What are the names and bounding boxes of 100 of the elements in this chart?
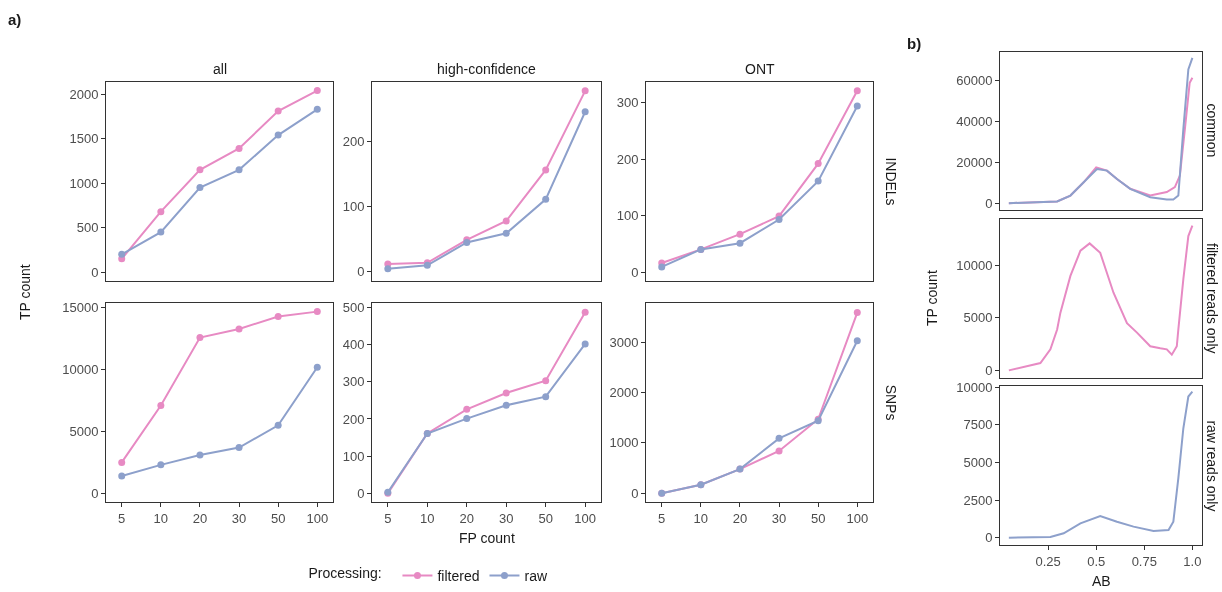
point [118,250,126,258]
point [502,229,510,237]
point [313,308,321,316]
y-tick-label: 1000 [609,435,639,451]
point [196,451,204,459]
x-tick-label: 10 [153,510,169,526]
chart-title: ONT [745,61,775,77]
point [542,195,550,203]
y-tick-label: 0 [91,264,99,280]
y-tick-label: 0 [91,485,99,501]
point [196,184,204,192]
x-tick-label: 30 [231,510,247,526]
y-tick-label: 100 [342,199,365,215]
point [775,434,783,442]
x-tick-label: 10 [693,510,709,526]
text: common [1203,103,1220,158]
x-tick-label: 5 [118,510,126,526]
x-tick-label: 0.75 [1131,553,1157,569]
point [853,309,861,317]
y-tick-label: 1500 [69,131,99,147]
y-tick-label: 500 [342,299,365,315]
x-tick-label: 0.25 [1035,553,1061,569]
x-tick-label: 100 [574,510,597,526]
x-axis-title: AB [1092,573,1111,589]
x-tick-label: 30 [499,510,514,526]
point [581,308,589,316]
point [118,472,126,480]
point [581,340,589,348]
y-tick-label: 3000 [609,334,639,350]
y-tick-label: 300 [342,374,365,390]
point [157,228,165,236]
point [502,389,510,397]
point [313,87,321,95]
y-tick-label: 0 [357,264,365,280]
point [581,87,589,95]
text: raw reads only [1204,420,1221,512]
x-tick-label: 5 [384,510,392,526]
x-tick-label: 0.5 [1087,553,1106,569]
point [502,401,510,409]
point [736,230,744,238]
point [235,325,243,333]
y-tick-label: 60000 [956,73,993,88]
point [581,108,589,116]
text: a) [8,11,22,28]
y-tick-label: 2000 [609,385,639,401]
y-tick-label: 100 [616,208,639,224]
y-tick-label: 0 [985,362,993,378]
point [775,447,783,455]
y-tick-label: 400 [342,337,365,353]
y-tick-label: 0 [631,485,639,501]
legend-label: filtered [437,568,480,585]
point [274,313,282,321]
point [542,393,550,401]
x-tick-label: 30 [771,510,787,526]
y-tick-label: 10000 [956,379,993,395]
y-tick-label: 500 [76,220,99,236]
x-tick-label: 5 [658,510,666,526]
point [196,166,204,174]
point [157,461,165,469]
x-tick-label: 50 [810,510,826,526]
x-tick-label: 10 [420,510,435,526]
y-tick-label: 15000 [62,300,99,316]
point [384,265,392,273]
y-tick-label: 200 [342,411,365,427]
x-tick-label: 1.0 [1183,553,1202,569]
x-tick-label: 50 [270,510,286,526]
point [235,166,243,174]
text: b) [907,35,922,52]
point [313,363,321,371]
point [313,105,321,113]
point [736,239,744,247]
text: SNPs [882,384,899,421]
line-series [1007,390,1194,539]
y-tick-label: 10000 [62,362,99,378]
point [274,131,282,139]
y-axis-title: TP count [16,264,33,321]
y-tick-label: 1000 [69,175,99,191]
y-tick-label: 0 [985,530,993,546]
y-tick-label: 5000 [69,424,99,440]
point [235,144,243,152]
y-tick-label: 20000 [956,154,993,170]
x-tick-label: 20 [192,510,208,526]
chart-title: all [213,61,228,77]
point [274,107,282,115]
x-tick-label: 100 [846,510,869,526]
point [463,415,471,423]
point [775,216,783,223]
y-tick-label: 0 [357,485,365,501]
y-tick-label: 5000 [963,310,993,326]
point [118,458,126,466]
point [196,334,204,342]
point [542,166,550,174]
y-tick-label: 100 [342,448,365,464]
point [235,444,243,452]
y-axis-title: TP count [924,270,941,326]
point [157,208,165,216]
legend-title: Processing: [308,565,390,582]
point [814,177,822,185]
point [542,377,550,385]
x-tick-label: 20 [459,510,474,526]
